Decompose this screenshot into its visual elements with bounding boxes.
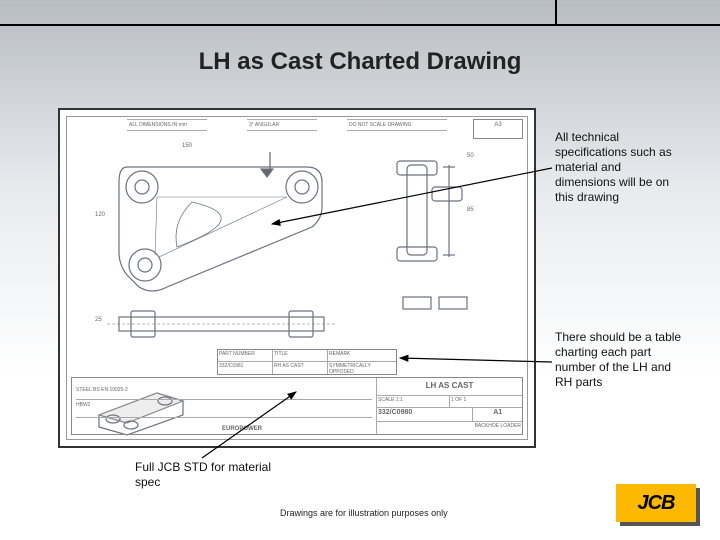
corner-note: A3	[473, 119, 523, 139]
edge-view	[107, 305, 337, 345]
dim-h: 120	[95, 212, 105, 218]
tbl-title: RH AS CAST	[273, 362, 328, 374]
tb-company: BACKHOE LOADER	[377, 422, 522, 434]
tbl-hdr-title: TITLE	[273, 350, 328, 361]
tb-material: STEEL BS EN 10025-2	[76, 387, 128, 393]
hdr-box-1: ALL DIMENSIONS IN mm	[127, 119, 207, 131]
side-view	[387, 147, 497, 277]
disclaimer: Drawings are for illustration purposes o…	[280, 508, 448, 518]
edge-side	[387, 289, 497, 319]
plan-view	[107, 147, 337, 297]
tb-logo-mark: EUROPOWER	[222, 426, 262, 432]
tbl-hdr-part: PART NUMBER	[218, 350, 273, 361]
drawing-frame: ALL DIMENSIONS IN mm 3° ANGULAR DO NOT S…	[58, 108, 536, 448]
logo-text: JCB	[637, 492, 674, 515]
header-rule	[0, 24, 720, 26]
tb-sheet: 1 OF 1	[450, 396, 522, 407]
tbl-remark: SYMMETRICALLY OPPOSED	[328, 362, 396, 374]
tb-maintitle: LH AS CAST	[377, 378, 522, 396]
tb-hardness: HBW2	[76, 402, 90, 408]
tbl-part: 332/C0981	[218, 362, 273, 374]
parts-table: PART NUMBER TITLE REMARK 332/C0981 RH AS…	[217, 349, 397, 375]
tb-scale: SCALE 1:1	[377, 396, 450, 407]
jcb-logo: JCB	[616, 484, 696, 522]
callout-top: All technical specifications such as mat…	[555, 130, 685, 205]
header-rule-v	[555, 0, 557, 24]
hdr-box-2: 3° ANGULAR	[247, 119, 317, 131]
dim-sw: 50	[467, 153, 474, 159]
hdr-box-3: DO NOT SCALE DRAWING	[347, 119, 447, 131]
tb-issue: A1	[473, 408, 522, 421]
dim-sh: 85	[467, 207, 474, 213]
corner-note-text: A3	[474, 120, 522, 128]
slide-title: LH as Cast Charted Drawing	[0, 48, 720, 76]
tb-dwgno: 332/C0980	[377, 408, 473, 421]
dim-d: 25	[95, 317, 102, 323]
tbl-hdr-remark: REMARK	[328, 350, 396, 361]
title-block: STEEL BS EN 10025-2 HBW2 LH AS CAST SCAL…	[71, 377, 523, 435]
callout-bottom: Full JCB STD for material spec	[135, 460, 275, 490]
dim-w: 150	[182, 143, 192, 149]
callout-middle: There should be a table charting each pa…	[555, 330, 685, 390]
drawing-inner: ALL DIMENSIONS IN mm 3° ANGULAR DO NOT S…	[66, 116, 528, 440]
